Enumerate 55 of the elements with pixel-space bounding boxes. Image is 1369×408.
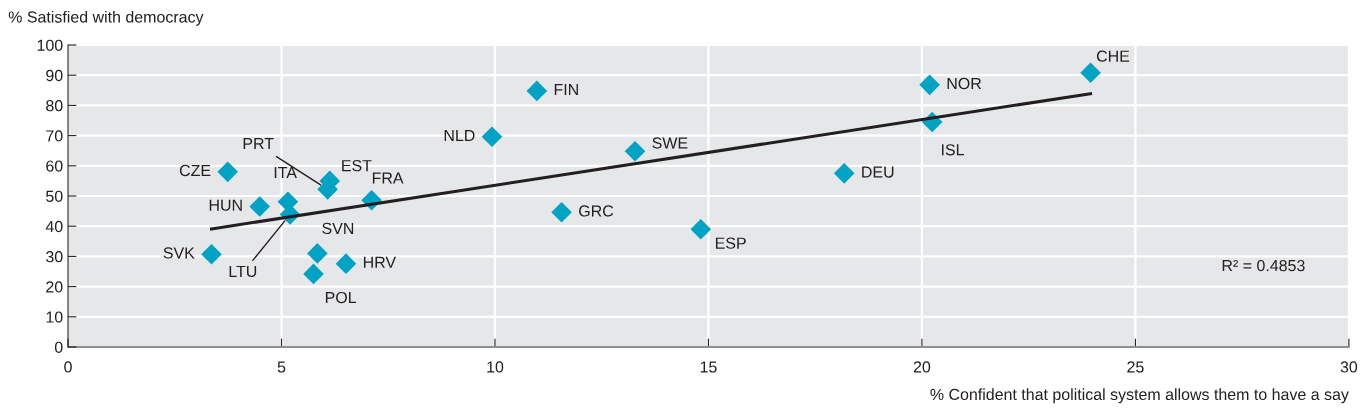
- y-tick-label: 10: [46, 311, 63, 323]
- point: [481, 126, 503, 148]
- x-tick-label: 20: [913, 361, 931, 373]
- annotation: ISL: [941, 144, 964, 156]
- y-tick-label: 50: [46, 190, 63, 202]
- point: [335, 253, 357, 274]
- annotation: PRT: [243, 138, 274, 150]
- x-tick-label: 30: [1340, 361, 1358, 373]
- annotation: R² = 0.4853: [1222, 259, 1305, 272]
- annotation: SWE: [652, 137, 688, 149]
- y-tick-label: 40: [45, 220, 63, 233]
- y-tick-label: 100: [37, 39, 63, 51]
- x-tick-label: 0: [64, 361, 72, 373]
- annotation: FIN: [554, 84, 578, 96]
- y-tick-label: 80: [46, 100, 63, 112]
- annotation: CZE: [179, 164, 211, 177]
- y-axis-title: % Satisfied with democracy: [8, 10, 204, 26]
- annotation: DEU: [862, 166, 894, 178]
- annotation: SVK: [163, 247, 195, 259]
- y-tick-label: 70: [46, 130, 63, 142]
- point: [201, 243, 222, 265]
- annotation: ESP: [715, 237, 746, 249]
- annotation: LTU: [229, 265, 257, 278]
- point: [249, 196, 271, 217]
- y-tick-label: 20: [46, 281, 63, 293]
- annotation: POL: [325, 291, 357, 304]
- point: [526, 80, 548, 102]
- annotation: GRC: [579, 205, 614, 217]
- x-tick-label: 10: [487, 361, 504, 373]
- annotation: FRA: [372, 172, 404, 184]
- annotation: EST: [342, 159, 372, 172]
- point: [919, 74, 940, 96]
- point: [624, 141, 646, 162]
- point: [690, 218, 712, 240]
- y-tick-label: 0: [54, 341, 63, 353]
- point: [217, 161, 239, 183]
- x-tick-label: 15: [700, 361, 717, 373]
- point: [1080, 62, 1101, 84]
- y-tick-label: 60: [46, 160, 63, 172]
- y-tick-label: 90: [46, 69, 63, 82]
- point: [551, 202, 572, 223]
- point: [833, 163, 855, 184]
- annotation: ITA: [274, 167, 297, 179]
- point: [303, 263, 324, 285]
- annotation: NOR: [947, 77, 982, 90]
- annotation: CHE: [1096, 50, 1130, 62]
- annotation: HUN: [209, 199, 242, 211]
- annotation: SVN: [322, 222, 354, 235]
- annotation: HRV: [363, 256, 397, 268]
- annotation: NLD: [444, 129, 475, 141]
- point: [307, 243, 328, 264]
- y-tick-label: 30: [46, 251, 63, 263]
- x-tick-label: 5: [277, 361, 286, 373]
- x-tick-label: 25: [1127, 361, 1144, 373]
- x-axis-title: % Confident that political system allows them to have a say: [930, 388, 1349, 404]
